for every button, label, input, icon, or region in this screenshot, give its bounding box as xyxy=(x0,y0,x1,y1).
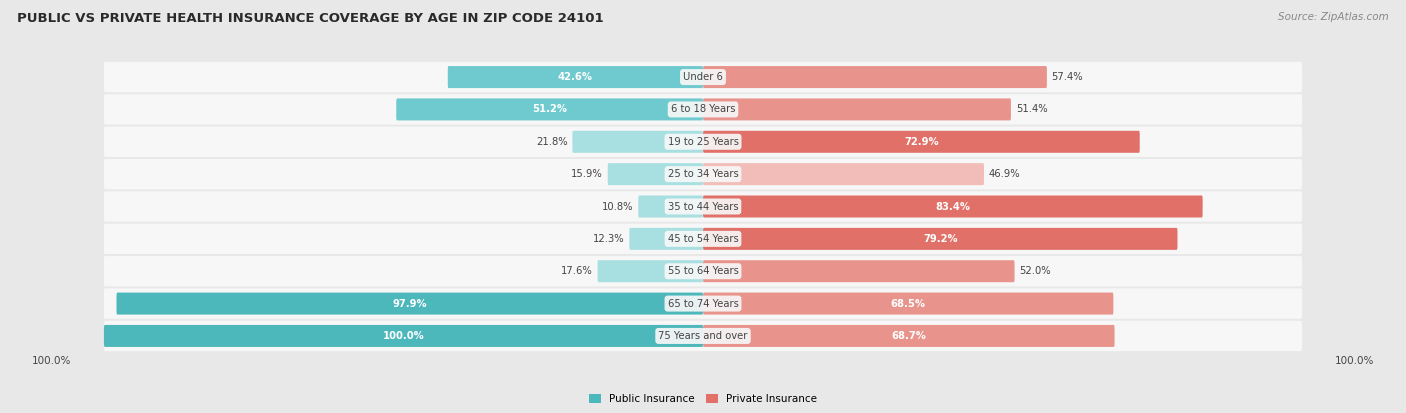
Text: 68.7%: 68.7% xyxy=(891,331,927,341)
Text: 45 to 54 Years: 45 to 54 Years xyxy=(668,234,738,244)
FancyBboxPatch shape xyxy=(117,292,703,315)
FancyBboxPatch shape xyxy=(104,191,1302,222)
FancyBboxPatch shape xyxy=(104,288,1302,319)
Text: 6 to 18 Years: 6 to 18 Years xyxy=(671,104,735,114)
Legend: Public Insurance, Private Insurance: Public Insurance, Private Insurance xyxy=(585,390,821,408)
Text: 52.0%: 52.0% xyxy=(1019,266,1050,276)
FancyBboxPatch shape xyxy=(447,66,703,88)
FancyBboxPatch shape xyxy=(572,131,703,153)
Text: 97.9%: 97.9% xyxy=(392,299,427,309)
Text: 72.9%: 72.9% xyxy=(904,137,939,147)
FancyBboxPatch shape xyxy=(703,292,1114,315)
Text: Under 6: Under 6 xyxy=(683,72,723,82)
Text: 55 to 64 Years: 55 to 64 Years xyxy=(668,266,738,276)
Text: 75 Years and over: 75 Years and over xyxy=(658,331,748,341)
Text: Source: ZipAtlas.com: Source: ZipAtlas.com xyxy=(1278,12,1389,22)
Text: 35 to 44 Years: 35 to 44 Years xyxy=(668,202,738,211)
FancyBboxPatch shape xyxy=(396,98,703,121)
FancyBboxPatch shape xyxy=(703,228,1177,250)
Text: 57.4%: 57.4% xyxy=(1052,72,1083,82)
Text: 17.6%: 17.6% xyxy=(561,266,593,276)
Text: 10.8%: 10.8% xyxy=(602,202,634,211)
FancyBboxPatch shape xyxy=(104,224,1302,254)
Text: 100.0%: 100.0% xyxy=(1334,356,1374,366)
Text: 100.0%: 100.0% xyxy=(32,356,72,366)
Text: 83.4%: 83.4% xyxy=(935,202,970,211)
FancyBboxPatch shape xyxy=(104,321,1302,351)
Text: 79.2%: 79.2% xyxy=(922,234,957,244)
FancyBboxPatch shape xyxy=(104,62,1302,92)
Text: 12.3%: 12.3% xyxy=(593,234,624,244)
FancyBboxPatch shape xyxy=(638,195,703,218)
Text: 65 to 74 Years: 65 to 74 Years xyxy=(668,299,738,309)
Text: 15.9%: 15.9% xyxy=(571,169,603,179)
FancyBboxPatch shape xyxy=(703,260,1015,282)
Text: 21.8%: 21.8% xyxy=(536,137,568,147)
Text: PUBLIC VS PRIVATE HEALTH INSURANCE COVERAGE BY AGE IN ZIP CODE 24101: PUBLIC VS PRIVATE HEALTH INSURANCE COVER… xyxy=(17,12,603,25)
FancyBboxPatch shape xyxy=(104,159,1302,189)
FancyBboxPatch shape xyxy=(104,256,1302,287)
FancyBboxPatch shape xyxy=(703,163,984,185)
FancyBboxPatch shape xyxy=(703,66,1047,88)
FancyBboxPatch shape xyxy=(104,325,703,347)
FancyBboxPatch shape xyxy=(607,163,703,185)
FancyBboxPatch shape xyxy=(703,325,1115,347)
FancyBboxPatch shape xyxy=(703,131,1140,153)
Text: 46.9%: 46.9% xyxy=(988,169,1021,179)
Text: 68.5%: 68.5% xyxy=(890,299,925,309)
Text: 51.2%: 51.2% xyxy=(531,104,567,114)
Text: 25 to 34 Years: 25 to 34 Years xyxy=(668,169,738,179)
Text: 19 to 25 Years: 19 to 25 Years xyxy=(668,137,738,147)
Text: 42.6%: 42.6% xyxy=(558,72,593,82)
FancyBboxPatch shape xyxy=(104,126,1302,157)
FancyBboxPatch shape xyxy=(703,98,1011,121)
Text: 100.0%: 100.0% xyxy=(382,331,425,341)
FancyBboxPatch shape xyxy=(598,260,703,282)
Text: 51.4%: 51.4% xyxy=(1015,104,1047,114)
FancyBboxPatch shape xyxy=(104,94,1302,125)
FancyBboxPatch shape xyxy=(703,195,1202,218)
FancyBboxPatch shape xyxy=(630,228,703,250)
